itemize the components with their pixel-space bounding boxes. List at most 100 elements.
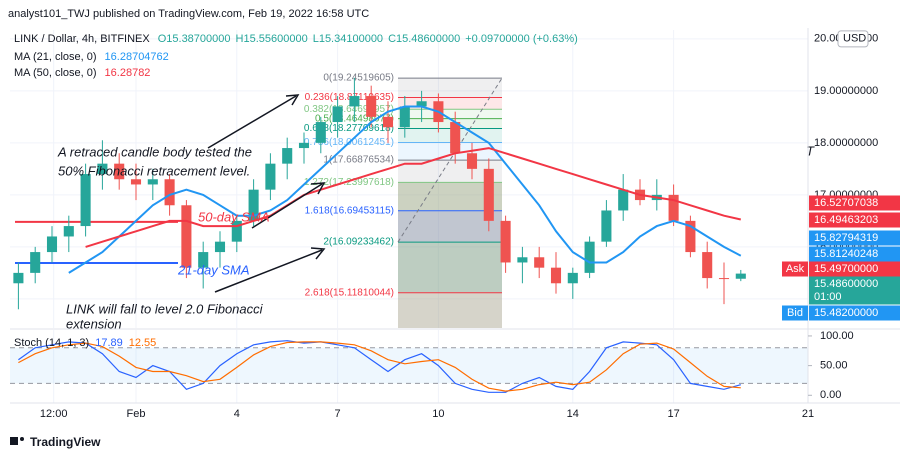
candle-body [668, 194, 679, 221]
candle-body [181, 205, 192, 268]
candle-body [130, 179, 142, 185]
candle-body [500, 220, 511, 263]
price-label-box [809, 305, 900, 321]
x-tick-label: Feb [127, 408, 146, 420]
annotation: 50-day SMA [198, 209, 270, 224]
arrow [207, 95, 297, 149]
price-label-box [809, 246, 900, 262]
logo-mark [20, 437, 24, 441]
y-tick-label: 18.00000000 [814, 137, 878, 149]
fib-band [398, 109, 502, 119]
candle-body [198, 252, 209, 268]
candle-body [584, 241, 595, 273]
candle-body [366, 96, 377, 117]
ohlc-value: O15.38700000 [158, 33, 231, 45]
stoch-band [10, 347, 808, 384]
y-tick-label: 100.00 [820, 330, 854, 342]
logo-mark [10, 437, 18, 445]
candle-body [114, 163, 125, 180]
price-label: 15.48600000 [814, 278, 878, 290]
ohlc-value: C15.48600000 [388, 33, 460, 45]
candle-body [466, 153, 478, 169]
legend-name: MA (50, close, 0) [14, 67, 97, 79]
annotation: T [806, 143, 815, 158]
currency: USD [843, 33, 866, 45]
price-label: 15.48200000 [814, 307, 878, 319]
candle-body [315, 122, 326, 143]
grid [10, 30, 809, 403]
fib-label: 0.236(18.87119635) [305, 92, 394, 103]
ohlc-value: H15.55600000 [236, 33, 308, 45]
price-label-box [809, 212, 900, 228]
tag-box [782, 261, 808, 277]
x-tick-label: 7 [335, 408, 341, 420]
y-tick-label: 19.00000000 [814, 85, 878, 97]
candle-body [349, 96, 360, 107]
price-label: 15.82794319 [814, 232, 878, 244]
candle-body [13, 272, 24, 284]
candle-body [80, 174, 91, 227]
arrow [214, 249, 323, 293]
candle-body [534, 257, 545, 268]
y-tick-label: 50.00 [820, 360, 848, 372]
header: analyst101_TWJ published on TradingView.… [8, 8, 369, 20]
legend: LINK / Dollar, 4h, BITFINEX O15.38700000 H… [14, 33, 578, 349]
x-tick-label: 21 [802, 408, 814, 420]
legend-value: 17.89 [95, 337, 123, 349]
arrow-head [285, 94, 300, 106]
fib-label: 1.272(17.23997618) [304, 177, 394, 188]
candle-body [416, 101, 427, 107]
fib-trend [397, 77, 503, 243]
x-tick-label: 14 [567, 408, 579, 420]
price-label-box [809, 195, 900, 211]
change: +0.09700000 (+0.63%) [465, 33, 578, 45]
tag: Bid [787, 307, 803, 319]
x-tick-label: 4 [234, 408, 240, 420]
fibonacci: 0(19.24519605) 0.236(18.87119635)0.382(18… [304, 73, 503, 328]
candle-body [30, 252, 41, 273]
candle-body [382, 116, 394, 128]
price-label-box [809, 230, 900, 246]
fib-label: 0.382(18.64699957) [304, 104, 394, 115]
candle-body [735, 273, 746, 279]
axes: 15.0000000016.0000000017.0000000018.0000… [10, 28, 900, 420]
candle-body [248, 189, 259, 221]
legend-name: Stoch (14, 1, 3) [14, 337, 89, 349]
price-label-box [809, 276, 900, 305]
fib-band [398, 78, 502, 98]
candle-body [483, 168, 494, 221]
x-tick-label: 17 [667, 408, 679, 420]
candle-body [450, 122, 461, 154]
candle-body [567, 272, 578, 284]
price-label: 15.49700000 [814, 263, 878, 275]
fib-band [398, 128, 502, 143]
fib-label: 0.618(18.27709618) [304, 123, 394, 134]
candle-body [63, 226, 74, 237]
candle-body [97, 163, 108, 175]
candle-body [399, 106, 410, 128]
arrows [207, 94, 326, 293]
candle-body [702, 252, 713, 279]
candle-body [618, 189, 629, 211]
price-label-box [809, 261, 900, 277]
legend-value: 16.28704762 [105, 51, 169, 63]
ohlc-value: L15.34100000 [313, 33, 383, 45]
arrow-head [310, 247, 326, 260]
y-tick-label: 0.00 [820, 389, 841, 401]
fib-band [398, 142, 502, 161]
tag-box [782, 305, 808, 321]
arrow-head [310, 182, 326, 195]
legend-value: 16.28782 [105, 67, 151, 79]
x-tick-label: 12:00 [40, 408, 68, 420]
candle-body [214, 241, 226, 253]
x-tick-label: 10 [432, 408, 444, 420]
candle-body [718, 278, 730, 280]
moving-average [85, 147, 742, 248]
candle-body [231, 220, 242, 242]
candle-body [601, 210, 612, 242]
symbol: LINK / Dollar, 4h, BITFINEX [14, 33, 150, 45]
plot [10, 77, 808, 393]
annotation: A retraced candle body tested the [57, 144, 252, 159]
candle-body [517, 257, 528, 263]
